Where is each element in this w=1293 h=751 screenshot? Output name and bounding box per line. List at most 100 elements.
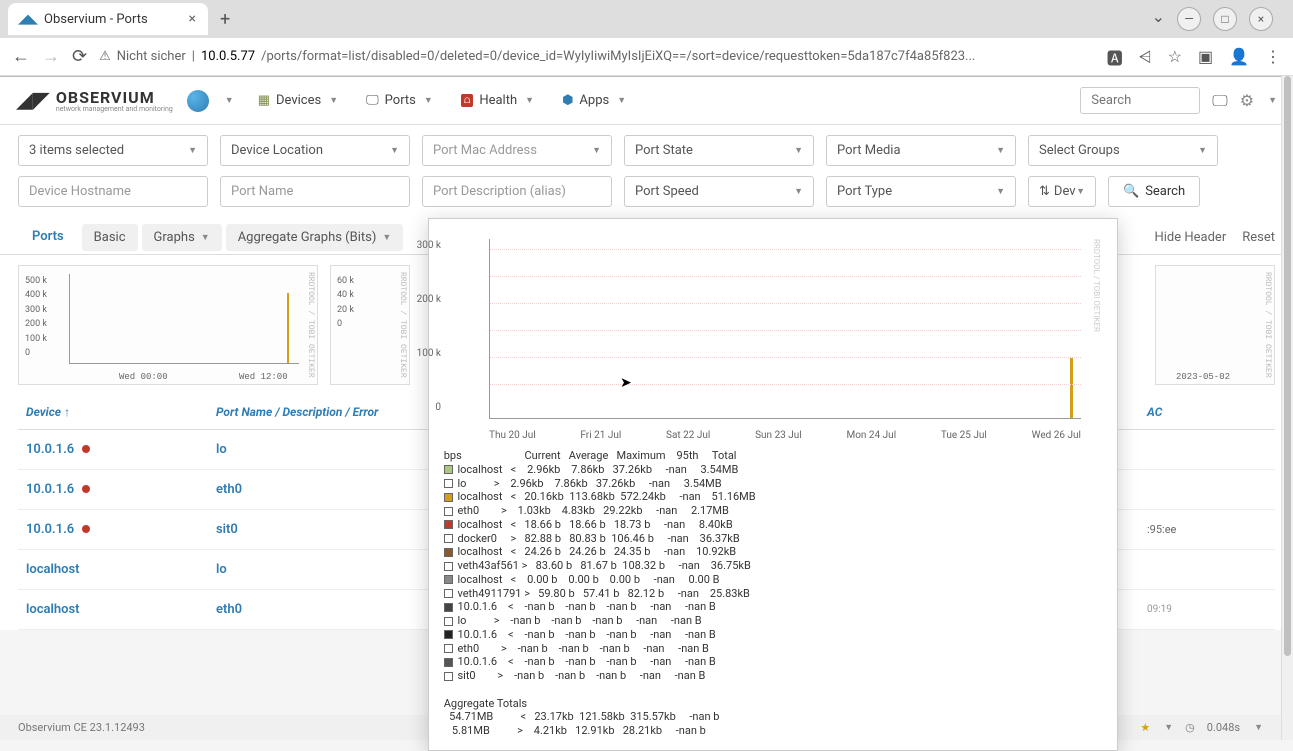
search-button[interactable]: 🔍Search bbox=[1108, 176, 1200, 207]
chevron-down-icon: ▼ bbox=[592, 145, 601, 156]
status-dot-icon bbox=[82, 525, 90, 533]
url-bar[interactable]: ⚠ Nicht sicher | 10.0.5.77/ports/format=… bbox=[99, 49, 1095, 64]
nav-ports[interactable]: 🖵 Ports▼ bbox=[356, 87, 443, 114]
sort-icon: ⇅ bbox=[1039, 184, 1050, 199]
port-link[interactable]: lo bbox=[216, 562, 227, 577]
filter-row-2: Device Hostname Port Name Port Description… bbox=[0, 176, 1293, 217]
nav-devices[interactable]: ▦ Devices▼ bbox=[248, 87, 348, 114]
health-icon: ⩍ bbox=[461, 94, 474, 107]
chevron-down-icon: ▼ bbox=[996, 145, 1005, 156]
hide-header-link[interactable]: Hide Header bbox=[1154, 230, 1226, 245]
filter-input[interactable]: Device Hostname bbox=[18, 176, 208, 207]
device-link[interactable]: 10.0.1.6 bbox=[26, 442, 74, 457]
filter-dropdown[interactable]: Select Groups▼ bbox=[1028, 135, 1218, 166]
translate-icon[interactable]: 🅰 bbox=[1107, 45, 1123, 69]
port-link[interactable]: eth0 bbox=[216, 482, 242, 497]
forward-button[interactable]: → bbox=[42, 46, 60, 67]
tabs-right: Hide Header Reset bbox=[1154, 230, 1275, 245]
filter-dropdown[interactable]: ⇅Dev▼ bbox=[1028, 176, 1096, 207]
apps-icon: ⬢ bbox=[562, 93, 573, 108]
reset-link[interactable]: Reset bbox=[1242, 230, 1275, 245]
tab-graphs[interactable]: Graphs▼ bbox=[142, 224, 222, 251]
maximize-button[interactable]: □ bbox=[1213, 7, 1237, 31]
filter-dropdown[interactable]: Port Speed▼ bbox=[624, 176, 814, 207]
display-icon[interactable]: 🖵 bbox=[1212, 91, 1227, 111]
chevron-down-icon: ▼ bbox=[1198, 145, 1207, 156]
chevron-down-icon[interactable]: ▼ bbox=[225, 95, 234, 106]
col-device-header[interactable]: Device ↑ bbox=[26, 405, 216, 419]
filter-dropdown[interactable]: Port Media▼ bbox=[826, 135, 1016, 166]
tab-aggregate-graphs[interactable]: Aggregate Graphs (Bits)▼ bbox=[226, 224, 404, 251]
nav-apps[interactable]: ⬢ Apps▼ bbox=[552, 87, 636, 114]
minimize-button[interactable]: — bbox=[1177, 7, 1201, 31]
gear-icon[interactable]: ⚙ bbox=[1240, 91, 1254, 110]
url-path: /ports/format=list/disabled=0/deleted=0/… bbox=[261, 49, 975, 64]
tab-basic[interactable]: Basic bbox=[82, 224, 138, 251]
status-dot-icon bbox=[82, 445, 90, 453]
header-right: 🖵 ⚙ ▼ bbox=[1080, 87, 1277, 114]
port-link[interactable]: lo bbox=[216, 442, 227, 457]
search-icon: 🔍 bbox=[1123, 184, 1139, 199]
tooltip-legend-table: bps Current Average Maximum 95th Total l… bbox=[441, 449, 1105, 738]
ports-icon: 🖵 bbox=[366, 93, 379, 108]
port-link[interactable]: sit0 bbox=[216, 522, 238, 537]
tab-title: Observium - Ports bbox=[44, 12, 148, 27]
mini-chart-3[interactable]: 2023-05-02 RRDTOOL / TOBI OETIKER bbox=[1155, 265, 1275, 385]
filter-dropdown[interactable]: Port State▼ bbox=[624, 135, 814, 166]
filter-dropdown[interactable]: Port Type▼ bbox=[826, 176, 1016, 207]
device-link[interactable]: localhost bbox=[26, 562, 80, 577]
star-icon[interactable]: ★ bbox=[1140, 721, 1150, 734]
tab-bar: ◢◣ Observium - Ports × + ⌄ — □ × bbox=[0, 0, 1293, 38]
chevron-down-icon[interactable]: ▼ bbox=[1268, 95, 1277, 106]
filter-dropdown[interactable]: 3 items selected▼ bbox=[18, 135, 208, 166]
app-header: ◢◤ OBSERVIUM network management and moni… bbox=[0, 77, 1293, 125]
close-window-button[interactable]: × bbox=[1249, 7, 1273, 31]
new-tab-button[interactable]: + bbox=[212, 5, 238, 34]
tooltip-xaxis: Thu 20 JulFri 21 JulSat 22 JulSun 23 Jul… bbox=[489, 430, 1081, 441]
chevron-down-icon: ▼ bbox=[794, 145, 803, 156]
filter-dropdown[interactable]: Device Location▼ bbox=[220, 135, 410, 166]
mac-cell: 09:19 bbox=[1147, 604, 1267, 615]
browser-toolbar: 🅰 ⩤ ☆ ▣ 👤 ⋮ bbox=[1107, 45, 1281, 69]
timing-label: 0.048s bbox=[1207, 721, 1240, 734]
tooltip-chart-area bbox=[489, 239, 1081, 419]
chart-ylabels: 500 k400 k300 k200 k100 k0 bbox=[25, 274, 47, 360]
mac-cell: :95:ee bbox=[1147, 523, 1267, 536]
devices-icon: ▦ bbox=[258, 93, 270, 108]
security-label: Nicht sicher bbox=[117, 49, 186, 64]
nav-health[interactable]: ⩍ Health▼ bbox=[451, 87, 544, 114]
warning-icon: ⚠ bbox=[99, 49, 111, 64]
port-link[interactable]: eth0 bbox=[216, 602, 242, 617]
filter-input[interactable]: Port Name bbox=[220, 176, 410, 207]
graph-tooltip: 300 k200 k100 k0 Thu 20 JulFri 21 JulSat… bbox=[428, 218, 1118, 751]
reload-button[interactable]: ⟳ bbox=[72, 46, 87, 67]
bookmark-icon[interactable]: ☆ bbox=[1168, 47, 1182, 66]
col-mac-header[interactable]: AC bbox=[1147, 405, 1267, 419]
tab-ports[interactable]: Ports bbox=[18, 221, 78, 254]
chevron-down-icon: ▼ bbox=[794, 186, 803, 197]
scrollbar-thumb[interactable] bbox=[1284, 76, 1291, 656]
chevron-down-icon: ▼ bbox=[1076, 186, 1085, 197]
device-link[interactable]: 10.0.1.6 bbox=[26, 482, 74, 497]
logo[interactable]: ◢◤ OBSERVIUM network management and moni… bbox=[16, 88, 173, 113]
chevron-down-icon[interactable]: ⌄ bbox=[1152, 7, 1165, 31]
back-button[interactable]: ← bbox=[12, 46, 30, 67]
filter-dropdown[interactable]: Port Mac Address▼ bbox=[422, 135, 612, 166]
close-icon[interactable]: × bbox=[189, 11, 196, 27]
mini-chart-1[interactable]: 500 k400 k300 k200 k100 k0 Wed 00:00 Wed… bbox=[18, 265, 318, 385]
extensions-icon[interactable]: ▣ bbox=[1198, 47, 1213, 66]
filter-input[interactable]: Port Description (alias) bbox=[422, 176, 612, 207]
browser-tab[interactable]: ◢◣ Observium - Ports × bbox=[8, 3, 208, 35]
profile-icon[interactable]: 👤 bbox=[1229, 47, 1249, 66]
scrollbar[interactable] bbox=[1281, 76, 1293, 740]
device-link[interactable]: 10.0.1.6 bbox=[26, 522, 74, 537]
menu-icon[interactable]: ⋮ bbox=[1265, 47, 1281, 66]
chart-ylabels: 60 k40 k20 k0 bbox=[337, 274, 354, 332]
globe-icon[interactable] bbox=[187, 90, 209, 112]
search-input[interactable] bbox=[1080, 87, 1200, 114]
mini-chart-2[interactable]: 60 k40 k20 k0 RRDTOOL / TOBI OETIKER bbox=[330, 265, 410, 385]
chevron-down-icon: ▼ bbox=[996, 186, 1005, 197]
device-link[interactable]: localhost bbox=[26, 602, 80, 617]
window-controls: ⌄ — □ × bbox=[1152, 7, 1285, 31]
share-icon[interactable]: ⩤ bbox=[1139, 47, 1152, 67]
